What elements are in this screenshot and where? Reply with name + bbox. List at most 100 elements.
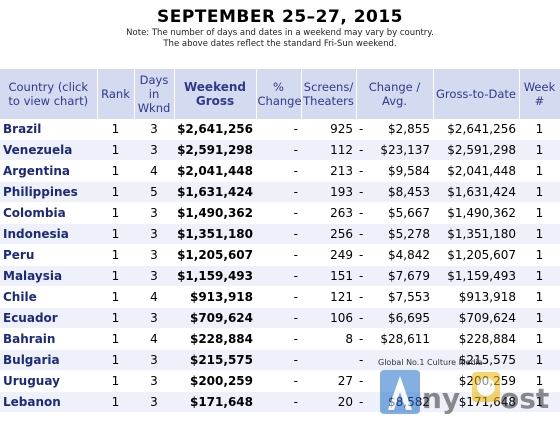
week-cell: 1 <box>519 328 560 350</box>
table-row: Lebanon 1 3 $171,648-20- $8,582 $171,648 1 <box>0 391 560 413</box>
col-header-weekend-gross[interactable]: Weekend Gross <box>174 69 257 119</box>
col-header-change-avg[interactable]: Change / Avg. <box>356 69 434 119</box>
avg-value: $8,453 <box>388 185 430 199</box>
screens-cell: 263 <box>301 202 356 224</box>
change-value: - <box>359 353 364 367</box>
col-header-gross-to-date[interactable]: Gross-to-Date <box>433 69 520 119</box>
col-header-days[interactable]: Days in Wknd <box>134 69 175 119</box>
gross-to-date-cell: $1,631,424 <box>433 181 519 203</box>
days-cell: 4 <box>134 328 174 350</box>
weekend-gross-cell: $913,918 <box>174 286 256 308</box>
screens-cell: 256 <box>301 223 356 245</box>
col-header-rank[interactable]: Rank <box>97 69 135 119</box>
days-cell: 3 <box>134 349 174 371</box>
rank-cell: 1 <box>97 307 134 329</box>
avg-value: $5,667 <box>388 206 430 220</box>
rank-cell: 1 <box>97 223 134 245</box>
days-cell: 3 <box>134 244 174 266</box>
screens-cell: 27 <box>301 370 356 392</box>
weekend-gross-cell: $200,259 <box>174 370 256 392</box>
gross-to-date-cell: $2,641,256 <box>433 119 519 140</box>
change-value: - <box>359 206 364 220</box>
note-line-2: The above dates reflect the standard Fri… <box>163 39 397 49</box>
col-header-country[interactable]: Country (click to view chart) <box>0 69 98 119</box>
country-link[interactable]: Malaysia <box>0 265 97 287</box>
change-avg-cell: - $9,584 <box>356 160 433 182</box>
pct-change-cell: - <box>256 139 301 161</box>
table-row: Philippines 1 5 $1,631,424-193- $8,453 $1,631… <box>0 181 560 203</box>
gross-to-date-cell: $228,884 <box>433 328 519 350</box>
table-header-row: Country (click to view chart) Rank Days … <box>0 69 560 119</box>
table-row: Malaysia 1 3 $1,159,493-151- $7,679 $1,159,49… <box>0 265 560 287</box>
weekend-gross-cell: $1,159,493 <box>174 265 256 287</box>
days-cell: 4 <box>134 286 174 308</box>
change-avg-cell: - $8,582 <box>356 391 433 413</box>
country-link[interactable]: Venezuela <box>0 139 97 161</box>
country-link[interactable]: Ecuador <box>0 307 97 329</box>
avg-value: $8,582 <box>388 395 430 409</box>
country-link[interactable]: Uruguay <box>0 370 97 392</box>
weekend-gross-cell: $1,631,424 <box>174 181 256 203</box>
change-avg-cell: - $7,679 <box>356 265 433 287</box>
change-value: - <box>359 311 364 325</box>
country-link[interactable]: Peru <box>0 244 97 266</box>
country-link[interactable]: Philippines <box>0 181 97 203</box>
days-cell: 3 <box>134 202 174 224</box>
col-header-week[interactable]: Week # <box>519 69 560 119</box>
pct-change-cell: - <box>256 370 301 392</box>
change-avg-cell: - $7,553 <box>356 286 433 308</box>
pct-change-cell: - <box>256 391 301 413</box>
rank-cell: 1 <box>97 181 134 203</box>
change-value: - <box>359 143 364 157</box>
avg-value: $9,584 <box>388 164 430 178</box>
country-link[interactable]: Bahrain <box>0 328 97 350</box>
week-cell: 1 <box>519 181 560 203</box>
country-link[interactable]: Brazil <box>0 119 97 140</box>
gross-to-date-cell: $1,351,180 <box>433 223 519 245</box>
change-avg-cell: - $6,695 <box>356 307 433 329</box>
table-row: Bulgaria 1 3 $215,575- - $215,575 1 <box>0 349 560 371</box>
week-cell: 1 <box>519 286 560 308</box>
avg-value: $2,855 <box>388 122 430 136</box>
table-row: Bahrain 1 4 $228,884-8- $28,611 $228,884 1 <box>0 328 560 350</box>
pct-change-cell: - <box>256 119 301 140</box>
country-link[interactable]: Chile <box>0 286 97 308</box>
change-avg-cell: - $28,611 <box>356 328 433 350</box>
screens-cell: 249 <box>301 244 356 266</box>
gross-to-date-cell: $2,041,448 <box>433 160 519 182</box>
weekend-gross-cell: $1,351,180 <box>174 223 256 245</box>
days-cell: 3 <box>134 139 174 161</box>
screens-cell: 106 <box>301 307 356 329</box>
change-avg-cell: - $2,855 <box>356 119 433 140</box>
screens-cell: 925 <box>301 119 356 140</box>
days-cell: 4 <box>134 160 174 182</box>
week-cell: 1 <box>519 202 560 224</box>
pct-change-cell: - <box>256 307 301 329</box>
pct-change-cell: - <box>256 244 301 266</box>
change-value: - <box>359 374 364 388</box>
country-link[interactable]: Lebanon <box>0 391 97 413</box>
table-row: Brazil 1 3 $2,641,256-925- $2,855 $2,641,256 1 <box>0 119 560 140</box>
screens-cell: 20 <box>301 391 356 413</box>
table-row: Indonesia 1 3 $1,351,180-256- $5,278 $1,351,1… <box>0 223 560 245</box>
week-cell: 1 <box>519 244 560 266</box>
avg-value: $23,137 <box>380 143 430 157</box>
change-avg-cell: - <box>356 349 433 371</box>
weekend-gross-cell: $1,205,607 <box>174 244 256 266</box>
country-link[interactable]: Bulgaria <box>0 349 97 371</box>
country-link[interactable]: Colombia <box>0 202 97 224</box>
days-cell: 3 <box>134 370 174 392</box>
change-avg-cell: - $5,667 <box>356 202 433 224</box>
col-header-screens[interactable]: Screens/ Theaters <box>301 69 357 119</box>
page-title: SEPTEMBER 25–27, 2015 <box>156 7 404 27</box>
pct-change-cell: - <box>256 286 301 308</box>
week-cell: 1 <box>519 119 560 140</box>
col-header-pct-change[interactable]: % Change <box>256 69 302 119</box>
week-cell: 1 <box>519 370 560 392</box>
country-link[interactable]: Indonesia <box>0 223 97 245</box>
table-body: Brazil 1 3 $2,641,256-925- $2,855 $2,641,256 1… <box>0 119 560 413</box>
country-link[interactable]: Argentina <box>0 160 97 182</box>
change-avg-cell: - $4,842 <box>356 244 433 266</box>
rank-cell: 1 <box>97 286 134 308</box>
change-avg-cell: - $5,278 <box>356 223 433 245</box>
